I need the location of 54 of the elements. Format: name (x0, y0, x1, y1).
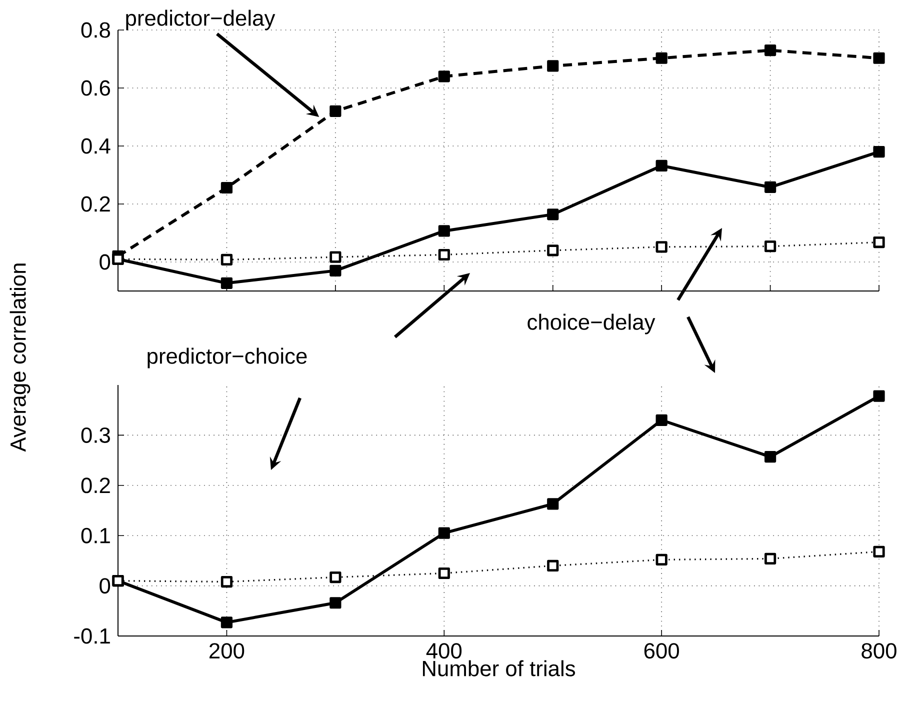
y-tick-label: 0.1 (81, 528, 110, 544)
x-tick-label: 800 (862, 643, 896, 659)
point (764, 450, 776, 463)
point (220, 182, 233, 194)
y-tick-label: 0.3 (81, 427, 110, 443)
x-tick-label: 200 (210, 643, 244, 659)
point (220, 616, 233, 628)
point (547, 560, 559, 572)
point (547, 60, 559, 72)
point (764, 181, 776, 193)
point (438, 225, 450, 237)
y-tick-label: 0.2 (81, 478, 110, 494)
point (873, 236, 885, 248)
y-tick-label: 0.8 (81, 22, 110, 38)
y-tick-label: 0.6 (81, 80, 110, 96)
point (330, 105, 342, 117)
point (547, 208, 559, 220)
point (873, 146, 885, 158)
x-axis-title: Number of trials (422, 660, 576, 676)
point (220, 576, 233, 588)
text: choice−delay (528, 314, 656, 334)
point (438, 527, 450, 539)
point (220, 277, 233, 289)
point (547, 244, 559, 256)
y-axis-title: Average correlation (10, 264, 30, 452)
point (330, 571, 342, 584)
point (764, 240, 776, 252)
y-tick-label: 0 (100, 254, 110, 270)
point (547, 498, 559, 510)
point (764, 552, 776, 564)
point (438, 70, 450, 82)
point (656, 554, 668, 566)
point (438, 248, 450, 261)
point (656, 414, 668, 426)
point (330, 264, 342, 276)
x-tick-label: 600 (644, 643, 679, 659)
point (330, 597, 342, 609)
y-tick-label: 0.4 (81, 138, 110, 154)
y-tick-label: -0.1 (74, 628, 110, 644)
point (764, 44, 776, 56)
point (438, 567, 450, 580)
point (873, 52, 885, 64)
point (873, 390, 885, 402)
text: predictor−choice (148, 348, 307, 368)
annotation: predictor−delay (126, 10, 276, 30)
point (656, 160, 668, 172)
point (330, 251, 342, 263)
point (656, 241, 668, 253)
y-tick-label: 0.2 (81, 196, 110, 212)
point (220, 254, 233, 266)
y-tick-label: 0 (100, 578, 110, 594)
point (656, 52, 668, 64)
x-tick-label: 400 (426, 643, 462, 659)
point (873, 546, 885, 558)
